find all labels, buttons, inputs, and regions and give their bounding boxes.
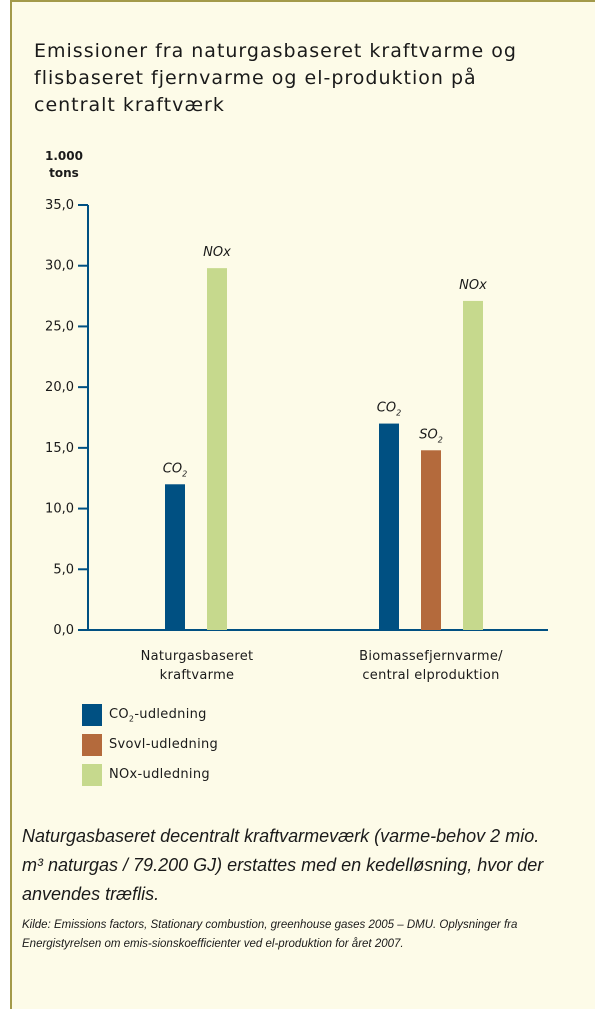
y-unit-line-2: tons xyxy=(49,166,79,180)
y-tick-label: 35,0 xyxy=(45,198,74,213)
x-category-label: Naturgasbaseret xyxy=(141,649,254,664)
y-tick-label: 30,0 xyxy=(45,259,74,274)
figure-card: Emissioner fra naturgasbaseret kraftvarm… xyxy=(10,0,595,1009)
y-tick-label: 5,0 xyxy=(53,562,74,577)
bar-label-nox: NOx xyxy=(203,245,231,260)
chart-title: Emissioner fra naturgasbaseret kraftvarm… xyxy=(34,40,517,116)
x-category-label: kraftvarme xyxy=(160,668,235,683)
bar-so2 xyxy=(421,450,441,630)
bar-label-so2: SO2 xyxy=(419,427,443,444)
bar-label-co2: CO2 xyxy=(163,461,187,478)
y-tick-label: 20,0 xyxy=(45,380,74,395)
y-tick-label: 0,0 xyxy=(53,623,74,638)
bar-label-subscript: 2 xyxy=(438,435,443,444)
y-axis-unit: 1.000 tons xyxy=(34,148,94,182)
bar-co2 xyxy=(379,423,399,630)
legend-swatch-co2 xyxy=(82,704,102,726)
legend-label-nox: NOx-udledning xyxy=(109,767,210,782)
source-note: Kilde: Emissions factors, Stationary com… xyxy=(22,919,518,950)
y-tick-label: 10,0 xyxy=(45,502,74,517)
bar-co2 xyxy=(165,484,185,630)
bar-label-nox: NOx xyxy=(459,278,487,293)
bar-nox xyxy=(463,300,483,630)
bar-chart: 0,0 5,0 10,0 15,0 20,0 25,0 30,0 35,0 Naturgasba… xyxy=(45,198,548,683)
x-category-label: Biomassefjernvarme/ xyxy=(359,649,503,664)
bar-label-subscript: 2 xyxy=(182,469,187,478)
y-tick-label: 25,0 xyxy=(45,319,74,334)
legend-label-co2: CO2-udledning xyxy=(109,707,207,724)
x-category-label: central elproduktion xyxy=(362,668,499,683)
caption: Naturgasbaseret decentralt kraftvarmevær… xyxy=(22,826,544,904)
y-unit-line-1: 1.000 xyxy=(45,149,83,163)
bar-label-co2: CO2 xyxy=(377,401,401,418)
legend-label-svovl: Svovl-udledning xyxy=(109,737,219,752)
bar-label-subscript: 2 xyxy=(396,409,401,418)
bar-nox xyxy=(207,268,227,630)
y-tick-label: 15,0 xyxy=(45,441,74,456)
legend-swatch-svovl xyxy=(82,734,102,756)
legend-swatch-nox xyxy=(82,764,102,786)
